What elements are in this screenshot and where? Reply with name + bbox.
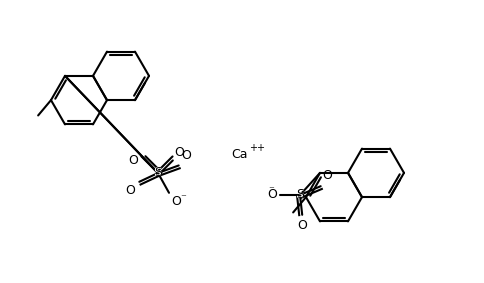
Text: O: O — [182, 149, 191, 162]
Text: O: O — [125, 184, 135, 197]
Text: S: S — [154, 166, 162, 179]
Text: S: S — [153, 166, 162, 179]
Text: ++: ++ — [248, 143, 264, 153]
Text: O: O — [174, 146, 184, 159]
Text: S: S — [295, 188, 304, 201]
Text: O: O — [322, 169, 332, 182]
Text: ⁻: ⁻ — [180, 193, 185, 203]
Text: O: O — [171, 195, 181, 208]
Text: ⁻: ⁻ — [268, 185, 273, 195]
Text: S: S — [295, 188, 303, 201]
Text: Ca: Ca — [231, 149, 247, 162]
Text: O: O — [297, 219, 306, 232]
Text: O: O — [267, 188, 277, 201]
Text: O: O — [128, 154, 138, 167]
